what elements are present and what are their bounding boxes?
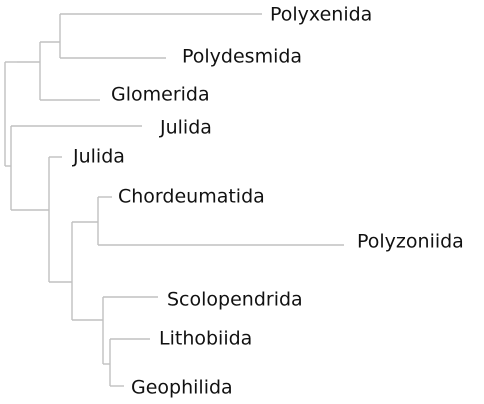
leaf-label-julida-2: Julida bbox=[72, 146, 125, 168]
leaf-label-polyzoniida: Polyzoniida bbox=[357, 231, 464, 253]
leaf-label-scolopendrida: Scolopendrida bbox=[167, 289, 303, 311]
leaf-label-polyxenida: Polyxenida bbox=[270, 4, 372, 26]
tree-leaf-labels: Polyxenida Polydesmida Glomerida Julida … bbox=[72, 4, 464, 399]
leaf-label-glomerida: Glomerida bbox=[111, 84, 210, 106]
leaf-label-polydesmida: Polydesmida bbox=[182, 46, 302, 68]
tree-branches bbox=[4, 13, 344, 387]
leaf-label-chordeumatida: Chordeumatida bbox=[118, 186, 265, 208]
leaf-label-julida-1: Julida bbox=[159, 117, 212, 139]
leaf-label-geophilida: Geophilida bbox=[131, 377, 233, 399]
leaf-label-lithobiida: Lithobiida bbox=[159, 328, 252, 350]
